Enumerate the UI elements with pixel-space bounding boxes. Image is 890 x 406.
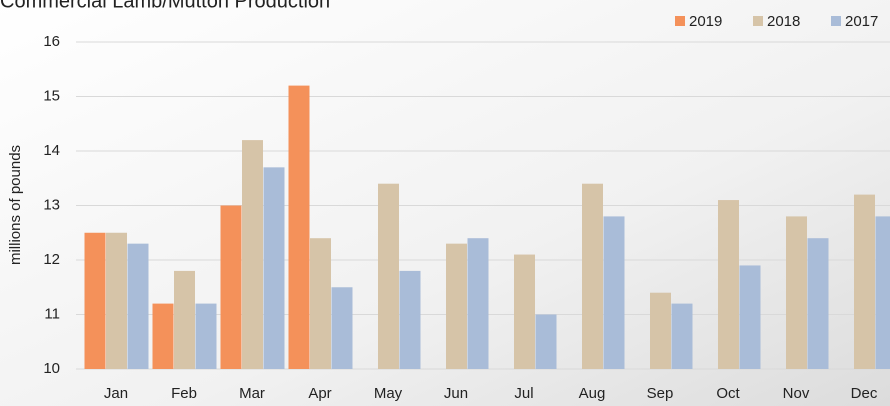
x-tick-label: Feb bbox=[171, 385, 197, 402]
bar bbox=[310, 238, 331, 369]
legend-swatch bbox=[753, 16, 763, 26]
x-tick-label: Jul bbox=[514, 385, 533, 402]
legend-swatch bbox=[831, 16, 841, 26]
legend-label: 2019 bbox=[689, 13, 722, 30]
bar bbox=[854, 195, 875, 369]
bar bbox=[242, 140, 263, 369]
bar bbox=[221, 206, 242, 370]
legend-label: 2017 bbox=[845, 13, 878, 30]
x-tick-label: Jan bbox=[104, 385, 128, 402]
y-tick-label: 14 bbox=[43, 142, 60, 159]
x-tick-label: Dec bbox=[851, 385, 878, 402]
bar bbox=[536, 315, 557, 370]
bar bbox=[514, 255, 535, 369]
bar bbox=[400, 271, 421, 369]
bar bbox=[740, 265, 761, 369]
bar bbox=[264, 167, 285, 369]
x-tick-label: Mar bbox=[239, 385, 265, 402]
x-tick-label: Oct bbox=[716, 385, 740, 402]
x-tick-label: Nov bbox=[783, 385, 810, 402]
bar bbox=[446, 244, 467, 369]
bar bbox=[582, 184, 603, 369]
x-tick-label: Sep bbox=[647, 385, 674, 402]
bar bbox=[153, 304, 174, 369]
legend-label: 2018 bbox=[767, 13, 800, 30]
bar bbox=[718, 200, 739, 369]
bar bbox=[786, 216, 807, 369]
bar bbox=[808, 238, 829, 369]
y-tick-label: 15 bbox=[43, 87, 60, 104]
y-tick-label: 10 bbox=[43, 360, 60, 377]
bar bbox=[106, 233, 127, 369]
y-tick-label: 12 bbox=[43, 251, 60, 268]
bar bbox=[650, 293, 671, 369]
bar bbox=[174, 271, 195, 369]
bar bbox=[85, 233, 106, 369]
bar bbox=[378, 184, 399, 369]
y-tick-label: 13 bbox=[43, 196, 60, 213]
y-tick-label: 16 bbox=[43, 33, 60, 50]
x-tick-label: May bbox=[374, 385, 403, 402]
bar bbox=[468, 238, 489, 369]
chart-title: Commercial Lamb/Mutton Production bbox=[0, 0, 330, 12]
bar bbox=[672, 304, 693, 369]
bar bbox=[128, 244, 149, 369]
bar bbox=[876, 216, 890, 369]
x-tick-label: Apr bbox=[308, 385, 331, 402]
bar bbox=[604, 216, 625, 369]
x-tick-label: Jun bbox=[444, 385, 468, 402]
bar bbox=[289, 86, 310, 369]
chart: Commercial Lamb/Mutton Production millio… bbox=[0, 0, 890, 406]
bar bbox=[332, 287, 353, 369]
y-tick-label: 11 bbox=[44, 305, 60, 322]
bar bbox=[196, 304, 217, 369]
y-axis-label: millions of pounds bbox=[7, 145, 24, 265]
x-tick-label: Aug bbox=[579, 385, 606, 402]
legend-swatch bbox=[675, 16, 685, 26]
